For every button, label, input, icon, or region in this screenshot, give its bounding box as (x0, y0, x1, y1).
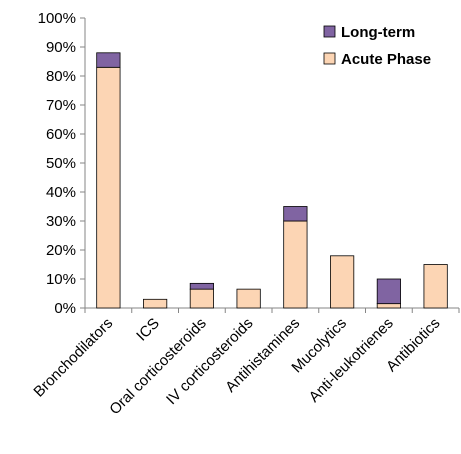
bar-acute-phase-antihistamines (283, 220, 308, 309)
legend: Long-term Acute Phase (323, 24, 431, 68)
bar-acute-phase-bronchodilators (96, 66, 121, 309)
y-tick-label: 30% (46, 213, 76, 230)
x-category-label: Anti-leukotrienes (306, 315, 397, 406)
bar-acute-phase-oral-corticosteroids (189, 288, 214, 309)
y-tick-label: 10% (46, 271, 76, 288)
bar-acute-phase-mucolytics (330, 255, 355, 309)
y-tick-label: 50% (46, 155, 76, 172)
legend-swatch-acute-phase (323, 52, 336, 65)
bar-acute-phase-ics (143, 298, 168, 309)
y-tick-label: 100% (38, 10, 76, 27)
x-category-label: Bronchodilators (30, 315, 116, 401)
y-tick-label: 0% (54, 300, 76, 317)
y-tick-label: 90% (46, 39, 76, 56)
bar-acute-phase-iv-corticosteroids (236, 288, 261, 309)
x-category-label: IV corticosteroids (163, 315, 256, 408)
bar-acute-phase-antibiotics (423, 264, 448, 309)
y-tick-label: 40% (46, 184, 76, 201)
y-tick-label: 80% (46, 68, 76, 85)
bar-acute-phase-anti-leukotrienes (376, 303, 401, 309)
x-category-label: ICS (133, 315, 163, 345)
legend-label-long-term: Long-term (341, 24, 415, 41)
bar-long-term-bronchodilators (96, 52, 121, 68)
bar-long-term-antihistamines (283, 206, 308, 222)
plot-area: 0% 10% 20% 30% 40% 50% 60% 70% 80% 90% 100% Broncho… (30, 10, 460, 418)
bar-long-term-anti-leukotrienes (376, 278, 401, 305)
y-tick-label: 20% (46, 242, 76, 259)
legend-label-acute-phase: Acute Phase (341, 51, 431, 68)
bar-long-term-oral-corticosteroids (189, 282, 214, 290)
y-tick-label: 70% (46, 97, 76, 114)
legend-swatch-long-term (323, 25, 336, 38)
y-tick-label: 60% (46, 126, 76, 143)
